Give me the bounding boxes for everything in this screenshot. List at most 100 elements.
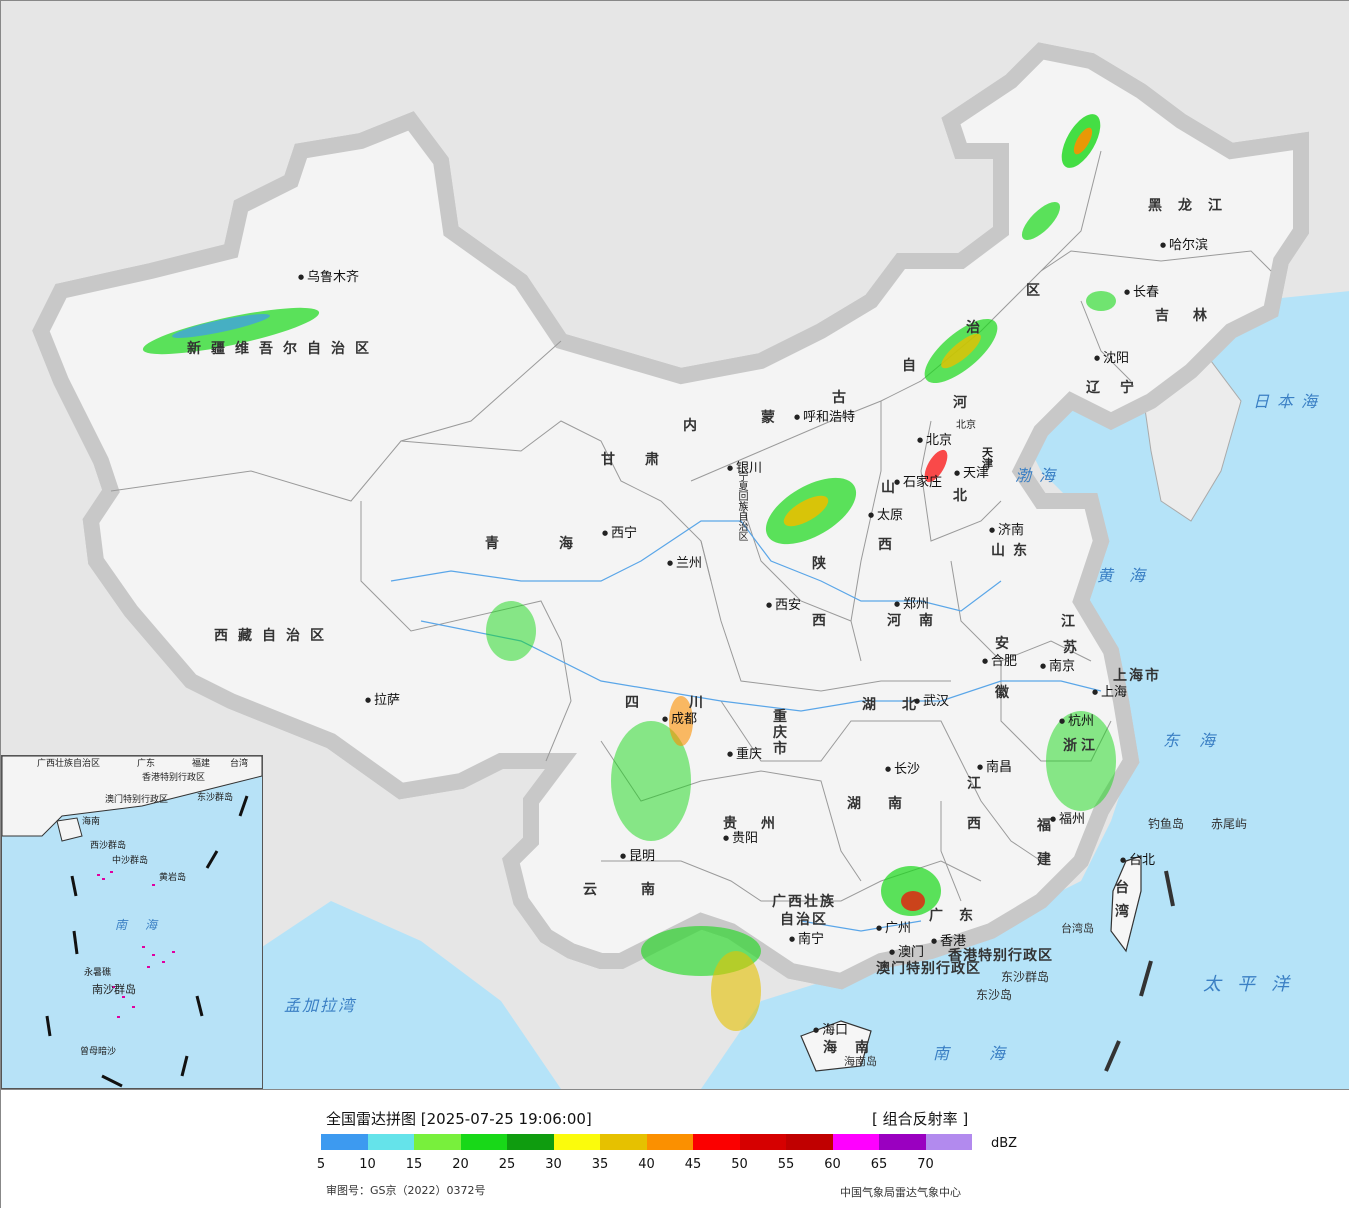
label-ningxia: 宁夏回族自治区 xyxy=(736,471,747,541)
city-lhasa: 拉萨 xyxy=(365,694,400,707)
inset-xisha: 西沙群岛 xyxy=(90,841,127,851)
label-taiwan-1: 台 xyxy=(1115,880,1139,896)
city-changsha: 长沙 xyxy=(885,763,920,776)
tick-label: 60 xyxy=(824,1157,841,1172)
island-chiwei: 赤尾屿 xyxy=(1211,817,1248,831)
tick-label: 50 xyxy=(731,1157,748,1172)
south-china-sea-inset: 广西壮族自治区 广东 福建 台湾 香港特别行政区 澳门特别行政区 东沙群岛 海南… xyxy=(1,755,263,1089)
label-yunnan: 云南 xyxy=(583,882,699,898)
tick-label: 20 xyxy=(452,1157,469,1172)
label-hubei: 湖北 xyxy=(862,697,942,713)
label-fujian-2: 建 xyxy=(1037,852,1061,868)
label-heilongjiang: 黑龙江 xyxy=(1148,198,1238,214)
city-shijiazhuang: 石家庄 xyxy=(894,476,942,489)
tick-label: 40 xyxy=(638,1157,655,1172)
inset-huangyan: 黄岩岛 xyxy=(159,873,187,883)
label-tianjin-prov: 天津 xyxy=(982,446,993,470)
city-xining: 西宁 xyxy=(602,527,637,540)
color-swatch xyxy=(600,1134,647,1150)
label-shaanxi-2: 西 xyxy=(812,613,836,629)
sea-bohai: 渤海 xyxy=(1015,466,1064,485)
legend-product: [ 组合反射率 ] xyxy=(872,1110,969,1128)
city-zhengzhou: 郑州 xyxy=(894,598,929,611)
label-jiangsu-2: 苏 xyxy=(1063,640,1087,656)
label-hebei-2: 北 xyxy=(953,488,977,504)
island-hainan: 海南岛 xyxy=(844,1055,877,1068)
label-hebei-1: 河 xyxy=(953,395,977,411)
color-swatch xyxy=(414,1134,461,1150)
label-chongqing: 重庆市 xyxy=(773,709,787,757)
label-shaanxi-1: 陕 xyxy=(812,556,836,572)
label-neimenggu-4: 自 xyxy=(902,358,926,374)
city-shanghai: 上海 xyxy=(1092,686,1127,699)
city-taiyuan: 太原 xyxy=(868,509,903,522)
color-swatch xyxy=(646,1134,693,1150)
color-swatch xyxy=(553,1134,600,1150)
tick-label: 15 xyxy=(405,1157,423,1172)
label-fujian-1: 福 xyxy=(1037,818,1061,834)
city-wuhan: 武汉 xyxy=(914,695,949,708)
city-urumqi: 乌鲁木齐 xyxy=(298,271,359,284)
city-taipei: 台北 xyxy=(1120,854,1155,867)
label-xinjiang: 新疆维吾尔自治区 xyxy=(187,341,379,357)
island-taiwan: 台湾岛 xyxy=(1061,922,1094,935)
korea-peninsula xyxy=(1140,360,1242,522)
color-scale-ticks: 5 10 15 20 25 30 35 40 45 50 55 60 65 70 xyxy=(317,1157,1021,1173)
inset-hainan: 海南 xyxy=(82,817,101,827)
city-nanning: 南宁 xyxy=(789,933,824,946)
legend-unit: dBZ xyxy=(991,1136,1018,1151)
review-number: 审图号：GS京（2022）0372号 xyxy=(326,1184,486,1197)
color-swatch xyxy=(786,1134,833,1150)
label-sichuan: 四川 xyxy=(625,695,753,711)
city-chengdu: 成都 xyxy=(662,713,697,726)
label-jiangsu-1: 江 xyxy=(1061,614,1085,630)
label-hunan-1: 湖 xyxy=(847,796,871,812)
inset-fujian: 福建 xyxy=(192,759,211,769)
label-shandong: 山东 xyxy=(991,543,1035,559)
city-chongqing: 重庆 xyxy=(727,748,762,761)
inset-south-sea: 南海 xyxy=(115,918,176,932)
city-guiyang: 贵阳 xyxy=(723,832,758,845)
inset-guangdong: 广东 xyxy=(137,759,156,769)
sea-south: 南海 xyxy=(933,1044,1046,1063)
tick-label: 55 xyxy=(777,1157,795,1172)
inset-dongsha: 东沙群岛 xyxy=(197,793,234,803)
island-dongsha-group: 东沙群岛 xyxy=(1001,970,1050,984)
color-swatch xyxy=(367,1134,414,1150)
tick-label: 30 xyxy=(545,1157,562,1172)
sea-bengal: 孟加拉湾 xyxy=(284,996,357,1015)
city-shenyang: 沈阳 xyxy=(1094,352,1129,365)
color-swatch xyxy=(832,1134,879,1150)
city-lanzhou: 兰州 xyxy=(667,557,702,570)
label-shanghai: 上海市 xyxy=(1113,668,1161,684)
inset-canvas xyxy=(2,756,262,1088)
city-nanchang: 南昌 xyxy=(977,761,1012,774)
label-shanxi-2: 西 xyxy=(878,537,902,553)
inset-yongshu: 永暑礁 xyxy=(84,968,112,978)
city-kunming: 昆明 xyxy=(620,850,655,863)
color-swatch xyxy=(321,1134,368,1150)
tick-label: 10 xyxy=(359,1157,376,1172)
tick-label: 5 xyxy=(316,1157,326,1172)
province-boundaries xyxy=(110,150,1272,902)
label-guizhou: 贵州 xyxy=(723,816,799,832)
island-diaoyu: 钓鱼岛 xyxy=(1148,817,1185,831)
city-hefei: 合肥 xyxy=(982,655,1017,668)
label-neimenggu-6: 区 xyxy=(1026,283,1050,299)
label-jiangxi-2: 西 xyxy=(967,816,991,832)
legend-panel: 全国雷达拼图 [2025-07-25 19:06:00] [ 组合反射率 ] 5… xyxy=(1,1089,1349,1210)
city-hangzhou: 杭州 xyxy=(1059,715,1094,728)
city-changchun: 长春 xyxy=(1124,286,1159,299)
inset-hongkong: 香港特别行政区 xyxy=(142,773,206,783)
label-guangxi: 广西壮族自治区 xyxy=(772,894,836,928)
tick-label: 65 xyxy=(870,1157,888,1172)
label-qinghai: 青海 xyxy=(485,536,633,552)
tick-label: 45 xyxy=(684,1157,702,1172)
label-hongkong: 香港特别行政区 xyxy=(948,948,1053,964)
color-swatch xyxy=(739,1134,786,1150)
label-neimenggu-2: 蒙 xyxy=(761,410,785,426)
city-fuzhou: 福州 xyxy=(1050,813,1085,826)
label-xizang: 西藏自治区 xyxy=(214,628,334,644)
label-neimenggu-3: 古 xyxy=(832,390,856,406)
